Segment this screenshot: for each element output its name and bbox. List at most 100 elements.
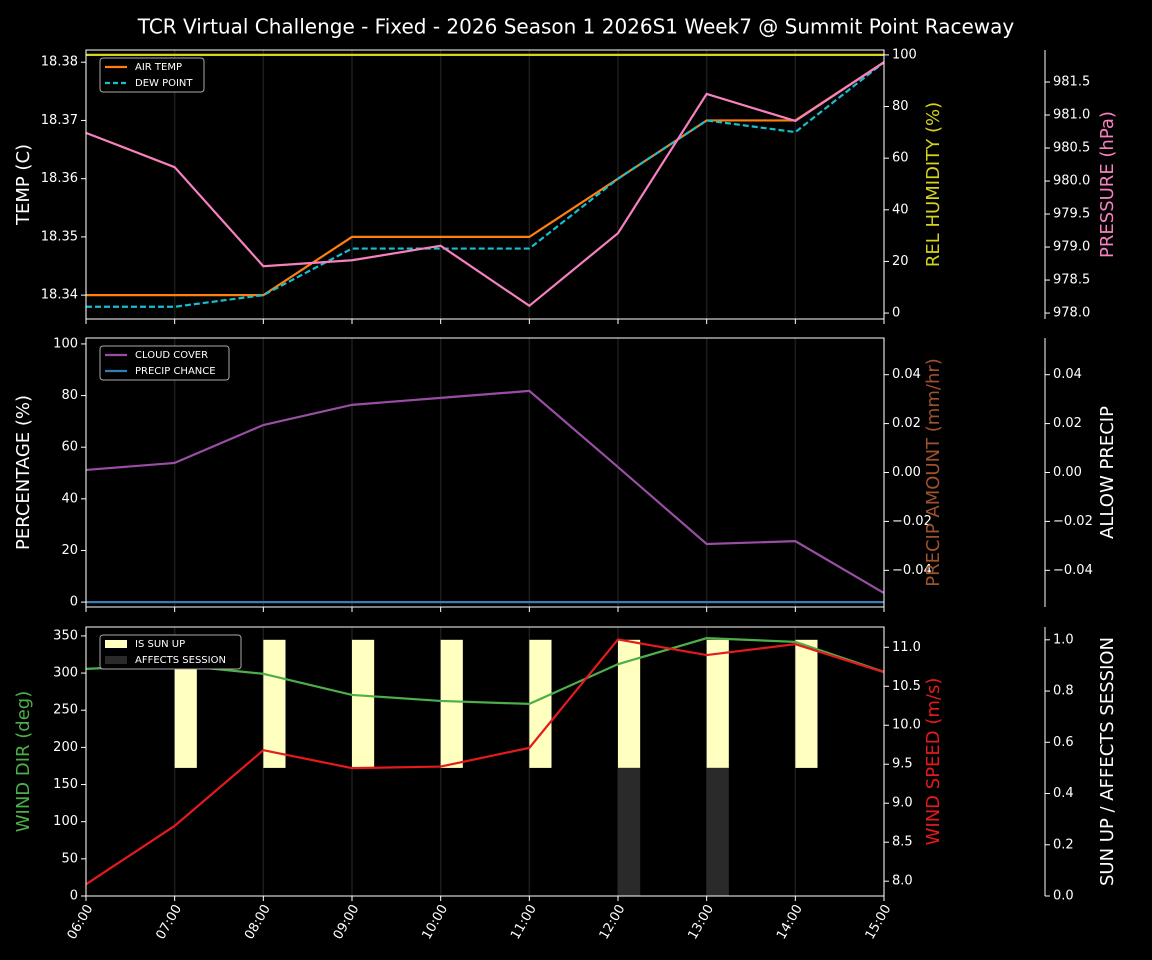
y-tick-label: 60 <box>61 440 78 455</box>
y-tick-label: 0.8 <box>1053 684 1074 699</box>
legend-label: PRECIP CHANCE <box>135 366 216 377</box>
y-tick-label: 981.5 <box>1053 75 1090 90</box>
x-tick-label: 08:00 <box>242 902 274 942</box>
y-tick-label: 18.38 <box>41 55 78 70</box>
y-tick-label: 80 <box>61 388 78 403</box>
legend-label: AIR TEMP <box>135 62 182 73</box>
y-tick-label: 20 <box>61 543 78 558</box>
y-tick-label: 40 <box>892 202 909 217</box>
y-tick-label: 0.6 <box>1053 735 1074 750</box>
bar <box>618 767 641 896</box>
y-tick-label: 0.00 <box>1053 465 1082 480</box>
axis-label: REL HUMIDITY (%) <box>923 102 944 267</box>
bar <box>618 639 641 768</box>
y-tick-label: 978.0 <box>1053 306 1090 321</box>
chart-title: TCR Virtual Challenge - Fixed - 2026 Sea… <box>137 15 1015 39</box>
legend-label: AFFECTS SESSION <box>135 655 226 666</box>
axes-frame <box>85 337 885 608</box>
y-tick-label: −0.02 <box>892 514 932 529</box>
y-tick-label: 0.4 <box>1053 786 1074 801</box>
x-tick-label: 09:00 <box>331 902 363 942</box>
y-tick-label: 0.04 <box>892 367 921 382</box>
y-tick-label: −0.04 <box>1053 563 1093 578</box>
y-tick-label: 18.35 <box>41 229 78 244</box>
y-tick-label: 20 <box>892 254 909 269</box>
axis-label: WIND DIR (deg) <box>13 691 34 833</box>
y-tick-label: 100 <box>53 336 78 351</box>
y-tick-label: 100 <box>892 47 917 62</box>
plot-area <box>86 338 884 607</box>
legend-swatch <box>105 640 127 648</box>
y-tick-label: 0.0 <box>1053 889 1074 904</box>
bar <box>706 767 729 896</box>
y-tick-label: 11.0 <box>892 640 921 655</box>
y-tick-label: 981.0 <box>1053 108 1090 123</box>
axis-label: TEMP (C) <box>13 144 34 226</box>
y-tick-label: 9.0 <box>892 796 913 811</box>
y-tick-label: 0.02 <box>892 416 921 431</box>
y-tick-label: −0.02 <box>1053 514 1093 529</box>
y-tick-label: 40 <box>61 491 78 506</box>
bar <box>263 639 286 768</box>
y-tick-label: 0 <box>892 306 900 321</box>
y-tick-label: 10.0 <box>892 718 921 733</box>
y-tick-label: 0.2 <box>1053 837 1074 852</box>
y-tick-label: 60 <box>892 151 909 166</box>
series-line <box>85 389 885 595</box>
bar <box>174 639 197 768</box>
bar <box>529 639 552 768</box>
y-tick-label: 100 <box>53 814 78 829</box>
y-tick-label: 0.04 <box>1053 367 1082 382</box>
bar <box>352 639 375 768</box>
y-tick-label: 150 <box>53 777 78 792</box>
legend-label: DEW POINT <box>135 78 193 89</box>
plot-area <box>86 50 884 319</box>
x-tick-label: 15:00 <box>863 902 895 942</box>
x-tick-label: 12:00 <box>597 902 629 942</box>
y-tick-label: 80 <box>892 99 909 114</box>
axes-frame <box>85 626 885 897</box>
y-tick-label: 0 <box>70 595 78 610</box>
y-tick-label: 50 <box>61 851 78 866</box>
y-tick-label: 979.5 <box>1053 207 1090 222</box>
series-line <box>85 61 885 308</box>
legend-swatch <box>105 656 127 664</box>
y-tick-label: 980.5 <box>1053 141 1090 156</box>
axis-label: SUN UP / AFFECTS SESSION <box>1097 637 1118 886</box>
x-tick-label: 14:00 <box>774 902 806 942</box>
axes-frame <box>85 49 885 320</box>
plot-area <box>86 627 884 896</box>
bar <box>795 639 818 768</box>
y-tick-label: 979.0 <box>1053 240 1090 255</box>
y-tick-label: 0.00 <box>892 465 921 480</box>
y-tick-label: 18.36 <box>41 171 78 186</box>
y-tick-label: −0.04 <box>892 563 932 578</box>
series-line <box>85 638 885 886</box>
y-tick-label: 18.37 <box>41 113 78 128</box>
y-tick-label: 200 <box>53 740 78 755</box>
y-tick-label: 350 <box>53 628 78 643</box>
y-tick-label: 300 <box>53 666 78 681</box>
y-tick-label: 8.5 <box>892 835 913 850</box>
y-tick-label: 0.02 <box>1053 416 1082 431</box>
axis-label: PRECIP AMOUNT (mm/hr) <box>923 358 944 587</box>
y-tick-label: 10.5 <box>892 679 921 694</box>
bar <box>440 639 463 768</box>
y-tick-label: 0 <box>70 889 78 904</box>
y-tick-label: 8.0 <box>892 874 913 889</box>
y-tick-label: 18.34 <box>41 288 78 303</box>
legend-label: IS SUN UP <box>135 639 185 650</box>
axis-label: PERCENTAGE (%) <box>13 395 34 550</box>
x-tick-label: 10:00 <box>419 902 451 942</box>
x-tick-label: 07:00 <box>153 902 185 942</box>
legend-box <box>99 345 230 381</box>
axis-label: ALLOW PRECIP <box>1097 406 1118 539</box>
x-tick-label: 13:00 <box>685 902 717 942</box>
axis-label: WIND SPEED (m/s) <box>923 678 944 846</box>
y-tick-label: 978.5 <box>1053 273 1090 288</box>
bar <box>706 639 729 768</box>
y-tick-label: 9.5 <box>892 757 913 772</box>
axis-label: PRESSURE (hPa) <box>1097 111 1118 258</box>
x-tick-label: 11:00 <box>508 902 540 942</box>
